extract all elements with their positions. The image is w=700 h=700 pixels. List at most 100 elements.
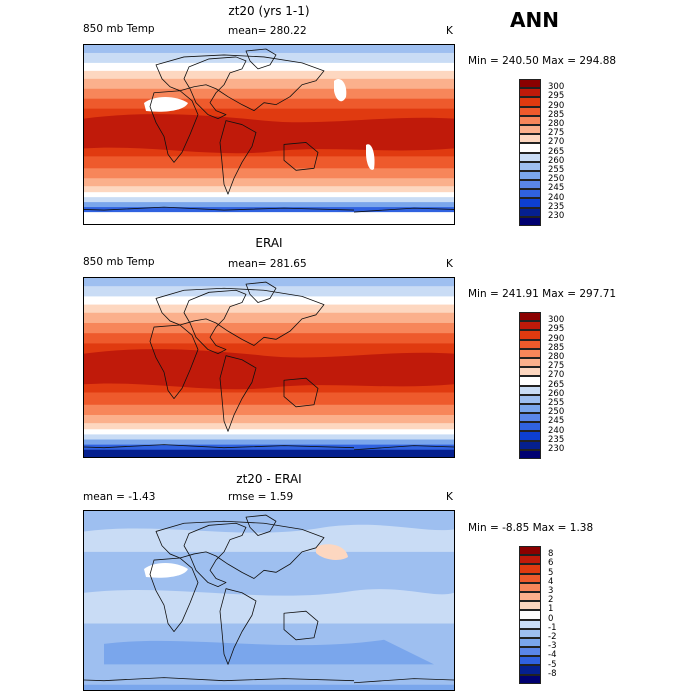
colorbar-tick-label: 265	[548, 146, 565, 157]
colorbar-swatch	[519, 198, 541, 208]
warm-core	[84, 114, 454, 154]
colorbar-swatch	[519, 656, 541, 666]
temperature-band	[84, 286, 454, 297]
temperature-band	[84, 312, 454, 324]
panel-2-title: ERAI	[255, 236, 283, 250]
masked-terrain	[144, 97, 188, 112]
panel-1-map	[83, 44, 455, 225]
colorbar-tick-label: 300	[548, 315, 565, 326]
colorbar-tick-label: 240	[548, 192, 565, 203]
panel-2-colorbar: 300 295 290 285 280 275 270 265 260 255 250 245 240 2…	[519, 312, 564, 459]
coastline	[283, 377, 319, 408]
colorbar-swatch	[519, 134, 541, 144]
colorbar-swatch	[519, 647, 541, 657]
colorbar-tick-label: 240	[548, 425, 565, 436]
colorbar-tick-label: 290	[548, 100, 565, 111]
colorbar-swatch	[519, 115, 541, 125]
colorbar-tick-label: 285	[548, 109, 565, 120]
colorbar-tick-label: 250	[548, 174, 565, 185]
colorbar-tick-label: 245	[548, 416, 565, 427]
colorbar-tick-label: 265	[548, 379, 565, 390]
panel-1-units: K	[446, 25, 453, 37]
panel-1-variable-label: 850 mb Temp	[83, 23, 155, 35]
colorbar-swatch	[519, 591, 541, 602]
colorbar-tick-label: -1	[548, 622, 557, 633]
panel-3-minmax: Min = -8.85 Max = 1.38	[468, 522, 594, 534]
panel-1-map-svg	[84, 45, 454, 224]
colorbar-swatch	[519, 79, 541, 89]
colorbar-swatch	[519, 637, 541, 648]
colorbar-tick-label: 270	[548, 370, 565, 381]
panel-1-colorbar: 300 295 290 285 280 275 270 265 260 255 250 245 240 2…	[519, 79, 564, 226]
coastline	[245, 514, 277, 536]
coastline	[283, 142, 319, 171]
temperature-band	[84, 304, 454, 314]
colorbar-tick-label: -8	[548, 668, 557, 679]
temperature-band	[84, 444, 454, 451]
difference-band	[84, 524, 454, 552]
temperature-band	[84, 278, 454, 287]
colorbar-swatch	[519, 180, 541, 190]
coastline	[353, 207, 454, 213]
colorbar-tick-label: 285	[548, 342, 565, 353]
colorbar-swatch	[519, 610, 541, 620]
colorbar-swatch	[519, 367, 541, 377]
temperature-band	[84, 178, 454, 187]
colorbar-swatch	[519, 573, 541, 583]
colorbar-swatch	[519, 312, 541, 322]
colorbar-tick-label: 260	[548, 388, 565, 399]
colorbar-swatch	[519, 431, 541, 441]
temperature-band	[84, 296, 454, 306]
coastline	[353, 445, 454, 451]
temperature-band	[84, 202, 454, 208]
colorbar-swatch	[519, 339, 541, 349]
colorbar-swatch	[519, 143, 541, 153]
temperature-band	[84, 429, 454, 435]
colorbar-tick-label: 5	[548, 567, 554, 578]
panel-2-minmax: Min = 241.91 Max = 297.71	[468, 288, 617, 300]
colorbar-tick-label: 295	[548, 91, 565, 102]
coastline	[149, 557, 199, 633]
coastline	[219, 355, 257, 432]
colorbar-swatch	[519, 152, 541, 162]
colorbar-tick-label: 250	[548, 407, 565, 418]
panel-3-colorbar: 8 6 5 4 3 2 1 0 -1 -2 -3 -4 -5 -8	[519, 546, 556, 684]
masked-terrain	[334, 78, 347, 102]
colorbar-swatch	[519, 403, 541, 414]
temperature-band	[84, 168, 454, 179]
colorbar-swatch	[519, 106, 541, 116]
colorbar-swatch	[519, 348, 541, 358]
coastline	[183, 289, 247, 355]
colorbar-tick-label: -2	[548, 632, 557, 642]
colorbar-swatch	[519, 321, 541, 331]
coastline	[155, 54, 325, 112]
temperature-band	[84, 88, 454, 100]
colorbar-tick-label: 300	[548, 82, 565, 93]
colorbar-swatch	[519, 628, 541, 638]
panel-3-map	[83, 510, 455, 691]
panel-3-rmse-label: rmse = 1.59	[228, 491, 294, 503]
colorbar-swatch	[519, 449, 541, 459]
colorbar-tick-label: -4	[548, 650, 557, 661]
positive-anomaly	[316, 544, 348, 560]
coastlines	[84, 48, 454, 213]
colorbar-tick-label: 275	[548, 128, 565, 139]
temperature-band	[84, 197, 454, 203]
colorbar-swatch	[519, 161, 541, 171]
colorbar-swatch	[519, 394, 541, 404]
coastline	[183, 56, 247, 119]
temperature-band	[84, 78, 454, 90]
panel-2-map	[83, 277, 455, 458]
coastline	[245, 48, 277, 70]
warm-core	[84, 349, 454, 390]
colorbar-swatch	[519, 124, 541, 135]
difference-band	[104, 639, 434, 665]
temperature-band	[84, 322, 454, 334]
coastline	[283, 610, 319, 641]
coastline	[183, 522, 247, 588]
colorbar-swatch	[519, 216, 541, 226]
colorbar-tick-label: 255	[548, 165, 565, 175]
colorbar-tick-label: 245	[548, 183, 565, 194]
colorbar-tick-label: 235	[548, 201, 565, 212]
colorbar-tick-label: 8	[548, 549, 554, 560]
